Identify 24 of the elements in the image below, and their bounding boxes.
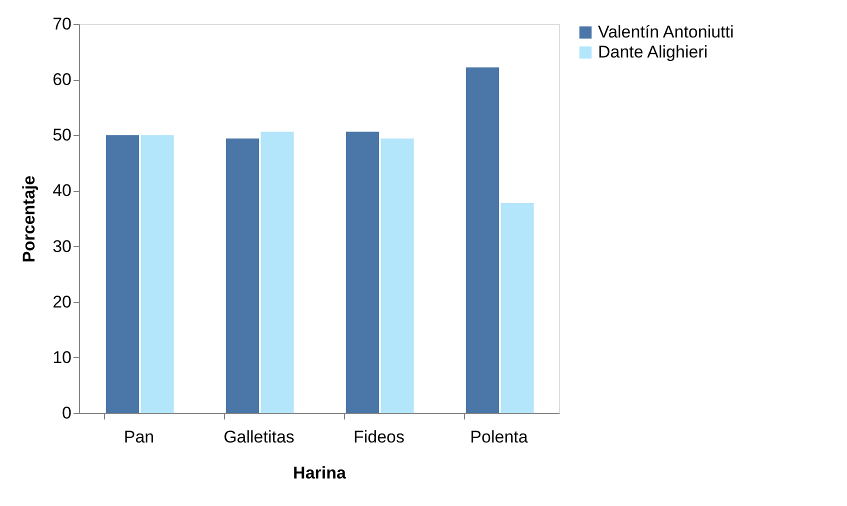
bar — [106, 135, 139, 413]
y-tick-label: 40 — [52, 181, 72, 200]
y-tick-label: 70 — [52, 14, 72, 34]
x-axis-title: Harina — [293, 464, 346, 482]
bar — [260, 132, 294, 413]
y-tick-label: 60 — [52, 70, 72, 90]
y-axis-title: Porcentaje — [20, 176, 39, 262]
legend-label: Valentín Antoniutti — [598, 22, 734, 42]
x-tick-label: Galletitas — [224, 428, 294, 446]
legend-label: Dante Alighieri — [598, 42, 708, 62]
y-tick-label: 10 — [52, 348, 72, 367]
x-tick-label: Fideos — [353, 428, 405, 446]
bar — [380, 138, 414, 413]
y-tick-label: 0 — [62, 404, 72, 422]
x-tick-label: Polenta — [470, 428, 528, 446]
bar — [500, 202, 534, 413]
bar — [140, 135, 174, 413]
bar — [226, 138, 259, 413]
bar — [466, 67, 499, 413]
bar — [346, 132, 379, 413]
y-tick-label: 30 — [52, 236, 72, 256]
y-tick-label: 20 — [52, 292, 72, 312]
x-tick-label: Pan — [124, 428, 154, 446]
y-tick-label: 50 — [52, 126, 72, 145]
